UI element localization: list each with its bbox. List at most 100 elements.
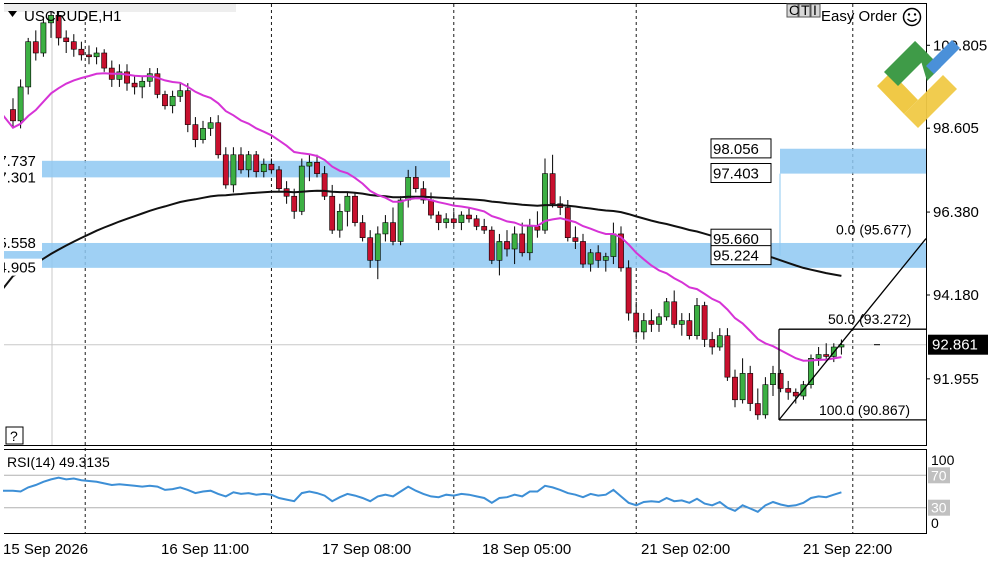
chevron-down-icon[interactable] (8, 11, 17, 17)
rsi-level-tag-bg-2 (928, 499, 950, 516)
left-zone-labels: 97.73797.301 95.558 94.905 (0, 0, 42, 562)
candle-body-44 (344, 195, 351, 212)
one-click-letter-i[interactable]: I (813, 2, 817, 18)
candle-body-27 (215, 122, 222, 156)
candle-body-90 (694, 305, 700, 336)
vertical-grid (51, 4, 854, 533)
candle-body-87 (671, 301, 678, 325)
support-resistance-zones (4, 148, 926, 346)
candle-body-81 (625, 267, 632, 314)
left-zone-label-2: 95.558 (0, 235, 36, 252)
candle-body-80 (618, 233, 624, 269)
candle-body-68 (526, 226, 533, 254)
candle-body-45 (352, 195, 358, 223)
candle-body-9 (78, 48, 85, 56)
rsi-panel-frame (3, 449, 927, 534)
candle-body-33 (260, 163, 267, 173)
candle-body-107 (823, 354, 830, 357)
candle-body-83 (640, 320, 647, 333)
candle-body-8 (70, 41, 77, 50)
candle-body-70 (542, 173, 548, 231)
easy-order-label[interactable]: Easy Order (821, 8, 897, 25)
price-axis-label-3: 94.180 (933, 287, 979, 304)
candle-body-20 (162, 94, 168, 107)
candle-body-85 (656, 316, 662, 325)
rsi-axis-label-3: 0 (931, 515, 939, 531)
candle-body-105 (808, 358, 814, 385)
candle-body-50 (390, 222, 396, 242)
candle-body-102 (785, 388, 792, 393)
candle-body-47 (367, 237, 374, 261)
candle-body-42 (329, 195, 336, 231)
one-click-letter-t[interactable]: T (801, 2, 810, 18)
left-label-bg-0 (4, 151, 42, 169)
candle-body-48 (374, 233, 381, 261)
candle-body-5 (48, 15, 54, 24)
one-click-trading-panel[interactable]: O T I (786, 2, 821, 18)
left-edge-mask (0, 0, 4, 562)
rsi-level-tag-bg-1 (928, 467, 950, 484)
candle-body-77 (595, 252, 602, 261)
candle-body-71 (549, 173, 556, 205)
support-zone-lower (4, 242, 926, 268)
candle-body-82 (633, 312, 640, 333)
candle-body-99 (762, 384, 769, 416)
candle-body-96 (739, 373, 746, 401)
candle-body-54 (420, 188, 427, 201)
candle-body-2 (25, 41, 32, 88)
candle-body-95 (732, 376, 738, 401)
candle-body-66 (511, 233, 518, 250)
candle-body-29 (230, 154, 237, 186)
candle-body-61 (473, 218, 480, 227)
chart-help-glyph: ? (10, 428, 18, 444)
candle-body-84 (648, 320, 655, 325)
candle-body-14 (116, 71, 123, 80)
candle-body-74 (572, 237, 579, 242)
smiley-icon[interactable] (902, 7, 922, 27)
left-zone-label-1: 97.301 (0, 169, 36, 186)
time-axis-label-2: 17 Sep 08:00 (322, 541, 411, 558)
candle-body-16 (131, 82, 138, 88)
current-price-tag-bg (928, 334, 988, 355)
chart-help-button[interactable] (5, 426, 24, 445)
fib-label-100: 100.0 (90.867) (819, 402, 910, 418)
candle-body-100 (770, 373, 776, 385)
left-zone-label-3: 94.905 (0, 260, 36, 277)
candle-body-78 (602, 256, 609, 261)
candle-body-59 (458, 214, 465, 223)
candle-body-76 (587, 252, 594, 265)
candle-body-63 (488, 229, 495, 261)
zone-tag-label-2: 95.660 (713, 231, 759, 248)
fibonacci-retracement[interactable]: 0.0 (95.677) 50.0 (93.272) 100.0 (90.867) (778, 222, 927, 421)
left-zone-label-0: 97.737 (0, 153, 36, 170)
candle-body-53 (412, 177, 419, 189)
price-axis-label-1: 98.605 (933, 120, 979, 137)
candle-body-89 (686, 320, 693, 336)
candle-body-24 (192, 124, 199, 140)
rsi-axis-label-2: 30 (931, 500, 947, 516)
zone-tag-box-1 (710, 163, 772, 184)
candle-body-39 (306, 162, 313, 167)
candle-body-57 (443, 218, 450, 223)
candle-body-21 (169, 96, 176, 107)
candle-body-106 (815, 354, 822, 359)
candle-body-67 (519, 233, 526, 254)
candle-body-92 (709, 339, 716, 348)
candle-body-26 (207, 122, 214, 129)
candle-body-19 (154, 73, 161, 95)
candle-body-64 (496, 241, 503, 261)
candle-body-32 (253, 154, 260, 173)
candle-body-98 (754, 403, 761, 416)
one-click-letter-o[interactable]: O (789, 2, 800, 18)
candle-body-94 (724, 335, 731, 378)
left-label-bg-2 (4, 234, 42, 252)
candle-body-103 (792, 391, 799, 397)
fib-label-50: 50.0 (93.272) (828, 311, 911, 327)
candle-body-11 (93, 52, 100, 58)
candle-body-91 (701, 305, 708, 340)
time-axis: 15 Sep 2026 16 Sep 11:00 17 Sep 08:00 18 Se… (3, 541, 892, 558)
candle-body-7 (63, 37, 70, 42)
time-axis-label-3: 18 Sep 05:00 (482, 541, 571, 558)
